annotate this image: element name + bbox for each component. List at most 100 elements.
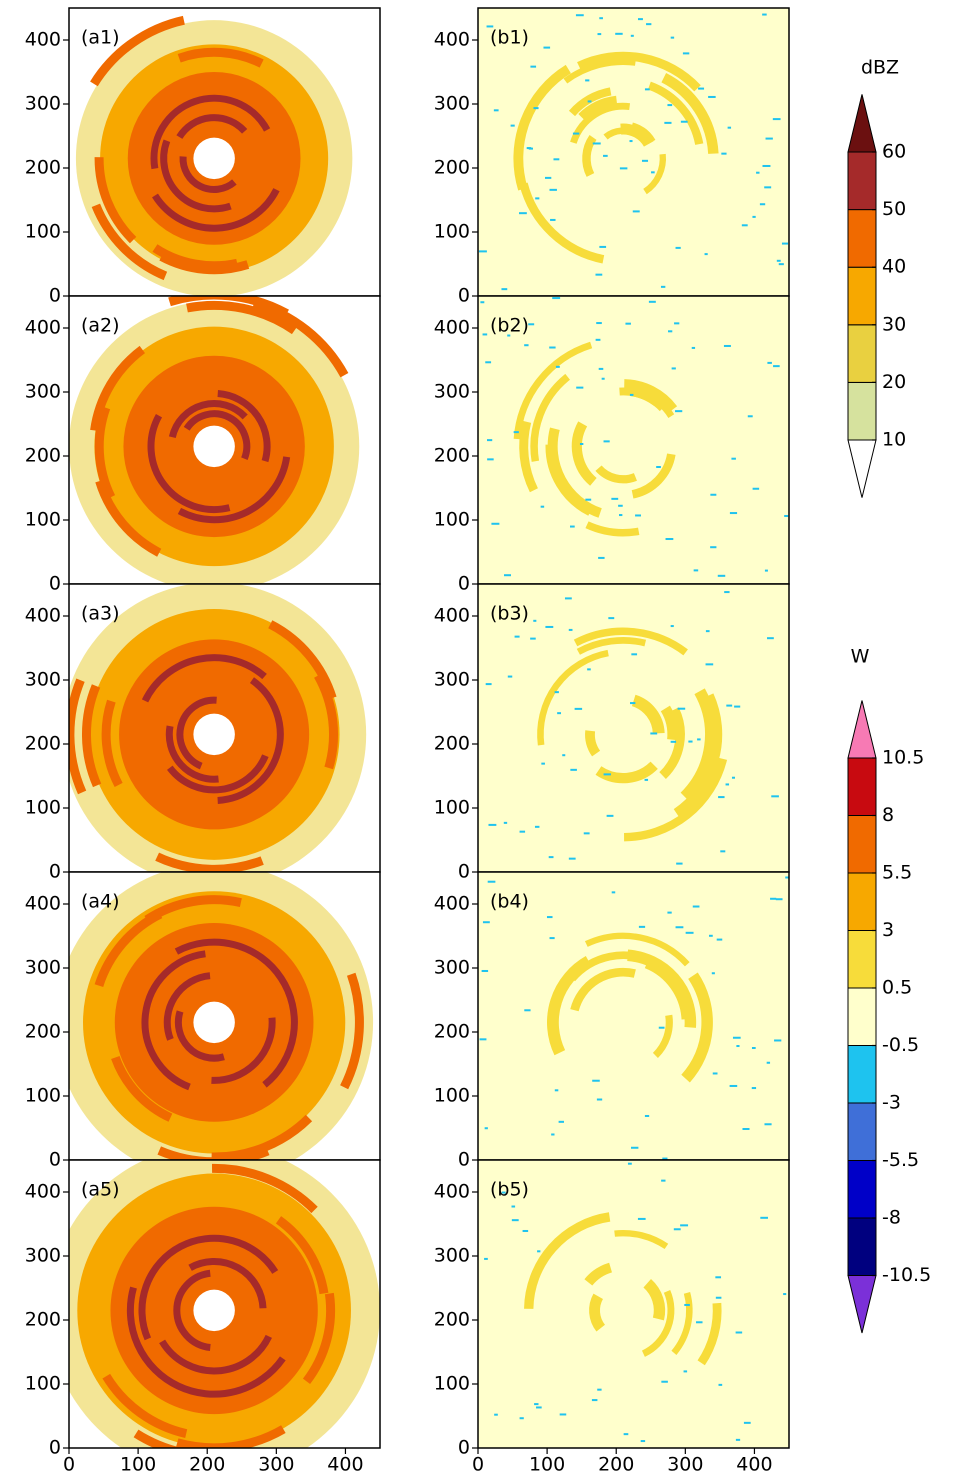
eye [193, 137, 235, 180]
downdraft [574, 707, 583, 710]
panel-label: (b3) [490, 603, 529, 625]
downdraft [756, 171, 760, 174]
downdraft [608, 617, 615, 620]
heavy-rain [166, 754, 269, 794]
downdraft [682, 52, 690, 55]
colorbar-bin [847, 324, 877, 383]
y-tick-label: 200 [25, 733, 61, 755]
updraft-band [603, 127, 639, 140]
x-tick-label: 300 [667, 1454, 703, 1474]
downdraft [772, 118, 781, 121]
downdraft [670, 740, 677, 743]
y-tick-label: 200 [25, 445, 61, 467]
y-tick-label: 400 [434, 1181, 470, 1203]
downdraft [712, 1072, 718, 1075]
downdraft [764, 569, 768, 572]
downdraft [570, 768, 577, 771]
spiral-band [101, 699, 123, 788]
downdraft [559, 1413, 567, 1416]
downdraft [762, 164, 771, 167]
colorbar-label: 10.5 [882, 747, 924, 769]
downdraft [775, 898, 783, 901]
spiral-band [82, 684, 102, 788]
colorbar-label: 30 [882, 313, 906, 335]
downdraft [486, 25, 494, 28]
y-tick-label: 100 [25, 797, 61, 819]
downdraft [535, 197, 540, 200]
colorbar-label: -10.5 [882, 1264, 931, 1286]
downdraft [685, 931, 694, 934]
field [480, 297, 789, 584]
downdraft [684, 1303, 690, 1306]
panel: (b1) 0 100 200 300 400 [434, 7, 790, 307]
colorbar-label: 40 [882, 256, 906, 278]
y-tick-label: 0 [49, 285, 61, 307]
y-tick-label: 100 [434, 1373, 470, 1395]
heavy-rain [176, 696, 217, 770]
y-tick-label: 400 [25, 317, 61, 339]
updraft-band [680, 688, 717, 802]
spiral-band [94, 406, 116, 500]
eye [193, 1001, 235, 1044]
downdraft [696, 1321, 703, 1324]
downdraft [603, 154, 608, 157]
heavy-rain [165, 725, 219, 783]
spiral-band [111, 1055, 173, 1122]
downdraft [759, 203, 766, 206]
spiral-band [340, 972, 364, 1090]
updraft-band [630, 122, 656, 144]
downdraft [494, 1413, 498, 1416]
downdraft [664, 121, 672, 124]
downdraft [595, 273, 603, 276]
y-tick-label: 200 [25, 157, 61, 179]
downdraft [501, 288, 508, 291]
downdraft [501, 1191, 506, 1194]
updraft-band [578, 95, 618, 123]
y-tick-label: 200 [434, 1309, 470, 1331]
panel: (b4) 0 100 200 300 400 [434, 871, 790, 1171]
updraft-band [614, 1229, 669, 1250]
downdraft [526, 147, 532, 150]
downdraft [595, 338, 601, 341]
downdraft [752, 215, 756, 218]
panel-label: (a4) [81, 891, 120, 913]
downdraft [519, 830, 526, 833]
downdraft [698, 87, 705, 90]
heavy-rain [168, 400, 248, 439]
updraft-band [585, 730, 601, 757]
spiral-band [176, 1425, 286, 1448]
downdraft [587, 100, 592, 103]
downdraft [540, 505, 545, 508]
downdraft [504, 574, 511, 577]
downdraft [575, 14, 584, 17]
updraft-band [513, 64, 571, 191]
updraft-band [582, 135, 597, 177]
downdraft [576, 386, 584, 389]
downdraft [579, 442, 584, 445]
downdraft [641, 159, 649, 162]
y-tick-label: 400 [434, 893, 470, 915]
panel-label: (b1) [490, 27, 529, 49]
panel-label: (a2) [81, 315, 120, 337]
downdraft [668, 330, 673, 333]
colorbar-bin [847, 1160, 877, 1219]
y-tick-label: 300 [434, 957, 470, 979]
panel: (a2) 0 100 200 300 400 [25, 295, 381, 595]
colorbar-bin [847, 151, 877, 211]
downdraft [554, 691, 559, 694]
downdraft [554, 1089, 559, 1092]
downdraft [625, 322, 631, 325]
field [69, 584, 367, 872]
x-tick-label: 100 [529, 1454, 565, 1474]
downdraft [585, 498, 592, 501]
y-tick-label: 100 [25, 509, 61, 531]
downdraft [599, 245, 607, 248]
spiral-band [252, 298, 349, 378]
downdraft [773, 365, 780, 368]
spiral-band [102, 1373, 188, 1439]
spiral-band [90, 345, 146, 432]
x-tick-label: 0 [472, 1454, 484, 1474]
downdraft [530, 637, 536, 640]
colorbar-bin [847, 872, 877, 931]
